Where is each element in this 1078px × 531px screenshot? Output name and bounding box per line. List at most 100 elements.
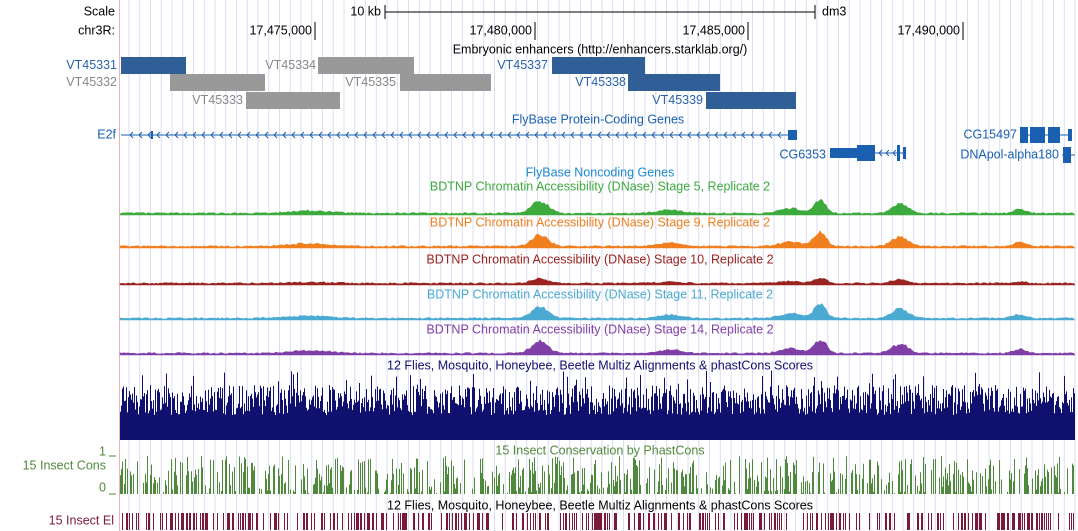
position-tick-label: 17,475,000 bbox=[249, 23, 312, 37]
strand-arrow bbox=[669, 131, 674, 139]
position-tick-label: 17,485,000 bbox=[682, 23, 745, 37]
strand-arrow bbox=[273, 131, 278, 139]
gene-exon bbox=[1030, 127, 1045, 143]
signal bbox=[119, 230, 1076, 249]
strand-arrow bbox=[597, 131, 602, 139]
strand-arrow bbox=[417, 131, 422, 139]
strand-arrow bbox=[498, 131, 503, 139]
track-title: 12 Flies, Mosquito, Honeybee, Beetle Mul… bbox=[387, 358, 813, 372]
gene-exon bbox=[1063, 147, 1071, 163]
strand-arrow bbox=[363, 131, 368, 139]
strand-arrow bbox=[201, 131, 206, 139]
strand-arrow bbox=[892, 149, 897, 157]
signal bbox=[119, 303, 1076, 321]
y-tick-label: 0 bbox=[99, 480, 106, 494]
strand-arrow bbox=[732, 131, 737, 139]
strand-arrow bbox=[237, 131, 242, 139]
strand-arrow bbox=[291, 131, 296, 139]
strand-arrow bbox=[723, 131, 728, 139]
strand-arrow bbox=[327, 131, 332, 139]
enhancer-label: VT45335 bbox=[345, 75, 396, 89]
strand-arrow bbox=[255, 131, 260, 139]
strand-arrow bbox=[525, 131, 530, 139]
strand-arrow bbox=[552, 131, 557, 139]
strand-arrow bbox=[687, 131, 692, 139]
strand-arrow bbox=[462, 131, 467, 139]
enhancer bbox=[400, 74, 491, 91]
strand-arrow bbox=[390, 131, 395, 139]
signal bbox=[119, 339, 1076, 356]
label: Scale bbox=[84, 4, 115, 18]
enhancer-label: VT45333 bbox=[192, 93, 243, 107]
enhancer-label: VT45332 bbox=[66, 75, 117, 89]
strand-arrow bbox=[408, 131, 413, 139]
strand-arrow bbox=[264, 131, 269, 139]
strand-arrow bbox=[399, 131, 404, 139]
strand-arrow bbox=[507, 131, 512, 139]
track-title: BDTNP Chromatin Accessibility (DNase) St… bbox=[426, 252, 773, 266]
track-title: FlyBase Noncoding Genes bbox=[526, 165, 675, 179]
enhancer bbox=[170, 74, 265, 91]
gene-label: CG15497 bbox=[963, 127, 1017, 141]
strand-arrow bbox=[651, 131, 656, 139]
strand-arrow bbox=[147, 131, 152, 139]
enhancer bbox=[246, 92, 340, 109]
strand-arrow bbox=[210, 131, 215, 139]
track-label: 15 Insect Cons bbox=[23, 458, 106, 472]
signal bbox=[119, 277, 1076, 286]
strand-arrow bbox=[282, 131, 287, 139]
gene-label: E2f bbox=[97, 127, 116, 141]
strand-arrow bbox=[372, 131, 377, 139]
strand-arrow bbox=[570, 131, 575, 139]
conservation-signal bbox=[120, 456, 1074, 494]
strand-arrow bbox=[705, 131, 710, 139]
strand-arrow bbox=[345, 131, 350, 139]
enhancer-label: VT45338 bbox=[575, 75, 626, 89]
strand-arrow bbox=[309, 131, 314, 139]
strand-arrow bbox=[165, 131, 170, 139]
strand-arrow bbox=[885, 149, 890, 157]
strand-arrow bbox=[588, 131, 593, 139]
strand-arrow bbox=[660, 131, 665, 139]
signal bbox=[119, 199, 1076, 216]
strand-arrow bbox=[543, 131, 548, 139]
strand-arrow bbox=[228, 131, 233, 139]
strand-arrow bbox=[741, 131, 746, 139]
strand-arrow bbox=[759, 131, 764, 139]
strand-arrow bbox=[516, 131, 521, 139]
strand-arrow bbox=[606, 131, 611, 139]
label: dm3 bbox=[822, 4, 846, 18]
strand-arrow bbox=[777, 131, 782, 139]
strand-arrow bbox=[219, 131, 224, 139]
strand-arrow bbox=[750, 131, 755, 139]
element-marks bbox=[122, 513, 1074, 530]
gene-exon bbox=[903, 147, 906, 159]
y-tick-label: 1 bbox=[99, 444, 106, 458]
gene-exon bbox=[897, 145, 900, 161]
enhancer bbox=[706, 92, 796, 109]
strand-arrow bbox=[696, 131, 701, 139]
gene-exon bbox=[857, 145, 875, 161]
strand-arrow bbox=[534, 131, 539, 139]
enhancer-label: VT45339 bbox=[652, 93, 703, 107]
enhancer bbox=[318, 57, 414, 74]
strand-arrow bbox=[633, 131, 638, 139]
track-title: Embryonic enhancers (http://enhancers.st… bbox=[453, 42, 748, 56]
strand-arrow bbox=[615, 131, 620, 139]
track-title: FlyBase Protein-Coding Genes bbox=[512, 112, 684, 126]
enhancer-label: VT45337 bbox=[497, 58, 548, 72]
gene-exon bbox=[1048, 127, 1060, 143]
strand-arrow bbox=[624, 131, 629, 139]
gene-exon bbox=[830, 148, 857, 158]
gene-label: CG6353 bbox=[779, 147, 826, 161]
strand-arrow bbox=[768, 131, 773, 139]
track-title: BDTNP Chromatin Accessibility (DNase) St… bbox=[426, 322, 773, 336]
alignment-signal bbox=[120, 370, 1075, 440]
strand-arrow bbox=[192, 131, 197, 139]
strand-arrow bbox=[174, 131, 179, 139]
strand-arrow bbox=[318, 131, 323, 139]
track-title: BDTNP Chromatin Accessibility (DNase) St… bbox=[430, 215, 770, 229]
track-title: 15 Insect Conservation by PhastCons bbox=[495, 443, 704, 457]
strand-arrow bbox=[138, 131, 143, 139]
